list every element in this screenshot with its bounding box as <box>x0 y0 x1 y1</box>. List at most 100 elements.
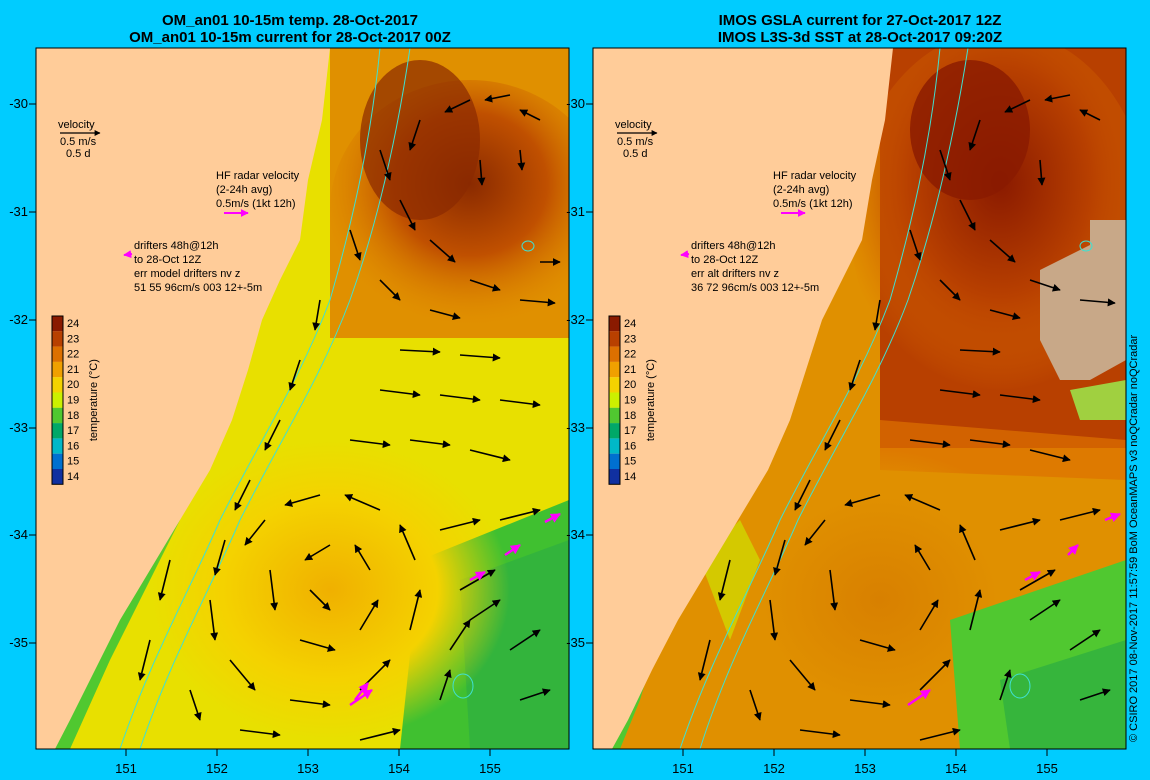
lon-label-153: 153 <box>854 761 876 776</box>
colorbar-tick-label: 24 <box>67 318 79 330</box>
lat-label--32: -32 <box>9 312 28 327</box>
hf-label-3: 0.5m/s (1kt 12h) <box>773 198 852 210</box>
colorbar-label: temperature (°C) <box>88 359 100 441</box>
left-title-line2: OM_an01 10-15m current for 28-Oct-2017 0… <box>129 29 451 46</box>
lat-label--34: -34 <box>9 527 28 542</box>
left-ticks <box>29 103 491 756</box>
colorbar-swatch <box>609 377 620 393</box>
lat-label--30: -30 <box>566 96 585 111</box>
hf-label-2: (2-24h avg) <box>216 184 272 196</box>
right-annotations: velocity 0.5 m/s 0.5 d HF radar velocity… <box>615 119 857 294</box>
left-map-frame <box>35 47 570 750</box>
lat-label--33: -33 <box>566 420 585 435</box>
colorbar-tick-label: 22 <box>67 349 79 361</box>
colorbar-swatch <box>609 331 620 347</box>
drifters-line-1: drifters 48h@12h <box>691 240 776 252</box>
colorbar-tick-label: 16 <box>624 440 636 452</box>
colorbar-tick-label: 18 <box>67 410 79 422</box>
right-colorbar: 24 23 22 21 20 19 18 17 16 15 14 temperature (°C) <box>608 315 657 485</box>
right-title-line2: IMOS L3S-3d SST at 28-Oct-2017 09:20Z <box>717 29 1003 46</box>
colorbar-swatch <box>52 469 63 485</box>
colorbar-frame <box>608 315 621 485</box>
lon-label-155: 155 <box>1036 761 1058 776</box>
lat-label--31: -31 <box>566 204 585 219</box>
colorbar-swatch <box>609 453 620 469</box>
colorbar-swatch <box>52 346 63 362</box>
colorbar-tick-label: 15 <box>624 456 636 468</box>
velocity-scale-1: 0.5 m/s <box>617 136 654 148</box>
colorbar-swatch <box>52 407 63 424</box>
colorbar-tick-label: 16 <box>67 440 79 452</box>
right-title: IMOS GSLA current for 27-Oct-2017 12Z IM… <box>640 12 1080 46</box>
colorbar-swatch <box>609 423 620 439</box>
colorbar-tick-label: 17 <box>624 425 636 437</box>
colorbar-tick-label: 14 <box>624 471 636 483</box>
colorbar-tick-label: 21 <box>624 364 636 376</box>
colorbar-tick-label: 20 <box>67 379 79 391</box>
lat-label--30: -30 <box>9 96 28 111</box>
lon-label-154: 154 <box>388 761 410 776</box>
left-title: OM_an01 10-15m temp. 28-Oct-2017 OM_an01… <box>70 12 510 46</box>
right-title-line1: IMOS GSLA current for 27-Oct-2017 12Z <box>718 12 1002 29</box>
velocity-scale-2: 0.5 d <box>66 148 90 160</box>
colorbar-tick-label: 23 <box>67 333 79 345</box>
lat-label--35: -35 <box>9 635 28 650</box>
drifters-line-3: err model drifters nv z <box>134 268 240 280</box>
lat-label--32: -32 <box>566 312 585 327</box>
colorbar-tick-label: 22 <box>624 349 636 361</box>
colorbar-swatch <box>52 361 63 378</box>
drifters-line-4: 51 55 96cm/s 003 12+-5m <box>134 282 262 294</box>
colorbar-tick-label: 15 <box>67 456 79 468</box>
drifters-line-4: 36 72 96cm/s 003 12+-5m <box>691 282 819 294</box>
right-hf-radar-arrows <box>907 512 1121 707</box>
colorbar-swatch <box>52 316 63 332</box>
colorbar-swatch <box>609 346 620 362</box>
velocity-scale-1: 0.5 m/s <box>60 136 97 148</box>
colorbar-swatch <box>52 392 63 408</box>
lat-label--34: -34 <box>566 527 585 542</box>
drifter-arrow <box>123 250 133 259</box>
colorbar-tick-label: 21 <box>67 364 79 376</box>
colorbar-frame <box>51 315 64 485</box>
right-lat-labels: -30 -31 -32 -33 -34 -35 <box>566 96 585 650</box>
colorbar-swatch <box>52 377 63 393</box>
colorbar-tick-label: 23 <box>624 333 636 345</box>
colorbar-swatch <box>609 438 620 454</box>
drifters-line-1: drifters 48h@12h <box>134 240 219 252</box>
colorbar-swatch <box>609 469 620 485</box>
left-colorbar: 24 23 22 21 20 19 18 17 16 15 14 temperature (°C) <box>51 315 100 485</box>
lon-label-154: 154 <box>945 761 967 776</box>
drifters-line-2: to 28-Oct 12Z <box>691 254 759 266</box>
colorbar-tick-label: 19 <box>624 395 636 407</box>
colorbar-swatch <box>52 453 63 469</box>
lon-label-153: 153 <box>297 761 319 776</box>
drifters-line-2: to 28-Oct 12Z <box>134 254 202 266</box>
colorbar-swatch <box>52 423 63 439</box>
lon-label-152: 152 <box>206 761 228 776</box>
left-map <box>36 48 569 749</box>
colorbar-swatch <box>609 392 620 408</box>
colorbar-tick-label: 17 <box>67 425 79 437</box>
left-current-arrows <box>137 94 561 741</box>
colorbar-tick-label: 20 <box>624 379 636 391</box>
colorbar-swatch <box>609 361 620 378</box>
lat-label--33: -33 <box>9 420 28 435</box>
colorbar-swatch <box>52 438 63 454</box>
colorbar-swatch <box>609 316 620 332</box>
lat-label--31: -31 <box>9 204 28 219</box>
right-map <box>593 48 1126 749</box>
colorbar-swatch <box>609 407 620 424</box>
velocity-label: velocity <box>58 119 95 131</box>
colorbar-tick-label: 14 <box>67 471 79 483</box>
right-ticks <box>586 103 1048 756</box>
lon-label-155: 155 <box>479 761 501 776</box>
drifters-line-3: err alt drifters nv z <box>691 268 779 280</box>
colorbar-label: temperature (°C) <box>645 359 657 441</box>
colorbar-tick-label: 19 <box>67 395 79 407</box>
lon-label-151: 151 <box>672 761 694 776</box>
hf-label-1: HF radar velocity <box>216 170 300 182</box>
left-hf-radar-arrows <box>349 512 561 707</box>
lat-label--35: -35 <box>566 635 585 650</box>
lon-label-152: 152 <box>763 761 785 776</box>
hf-label-2: (2-24h avg) <box>773 184 829 196</box>
